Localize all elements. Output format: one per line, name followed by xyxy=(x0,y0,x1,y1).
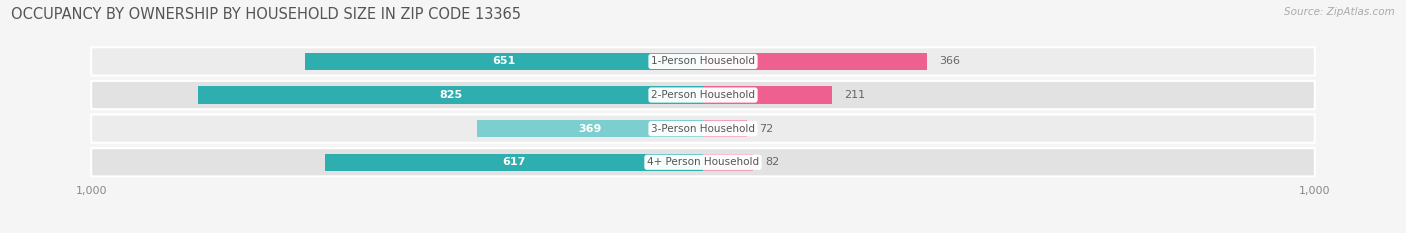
Text: 4+ Person Household: 4+ Person Household xyxy=(647,157,759,167)
FancyBboxPatch shape xyxy=(91,148,1315,176)
Text: OCCUPANCY BY OWNERSHIP BY HOUSEHOLD SIZE IN ZIP CODE 13365: OCCUPANCY BY OWNERSHIP BY HOUSEHOLD SIZE… xyxy=(11,7,522,22)
FancyBboxPatch shape xyxy=(91,81,1315,109)
Bar xyxy=(477,120,703,137)
Bar xyxy=(305,53,703,70)
Text: 3-Person Household: 3-Person Household xyxy=(651,124,755,134)
Bar xyxy=(703,154,754,171)
Bar xyxy=(703,120,747,137)
Text: 825: 825 xyxy=(439,90,463,100)
FancyBboxPatch shape xyxy=(91,47,1315,75)
Text: 72: 72 xyxy=(759,124,773,134)
Text: 617: 617 xyxy=(502,157,526,167)
Text: 366: 366 xyxy=(939,56,960,66)
Text: 651: 651 xyxy=(492,56,516,66)
Bar xyxy=(703,86,832,104)
FancyBboxPatch shape xyxy=(91,115,1315,143)
Text: 211: 211 xyxy=(845,90,866,100)
Text: Source: ZipAtlas.com: Source: ZipAtlas.com xyxy=(1284,7,1395,17)
Bar xyxy=(703,53,927,70)
Text: 1-Person Household: 1-Person Household xyxy=(651,56,755,66)
Text: 369: 369 xyxy=(578,124,602,134)
Text: 2-Person Household: 2-Person Household xyxy=(651,90,755,100)
Bar xyxy=(198,86,703,104)
Text: 82: 82 xyxy=(765,157,780,167)
Bar xyxy=(325,154,703,171)
